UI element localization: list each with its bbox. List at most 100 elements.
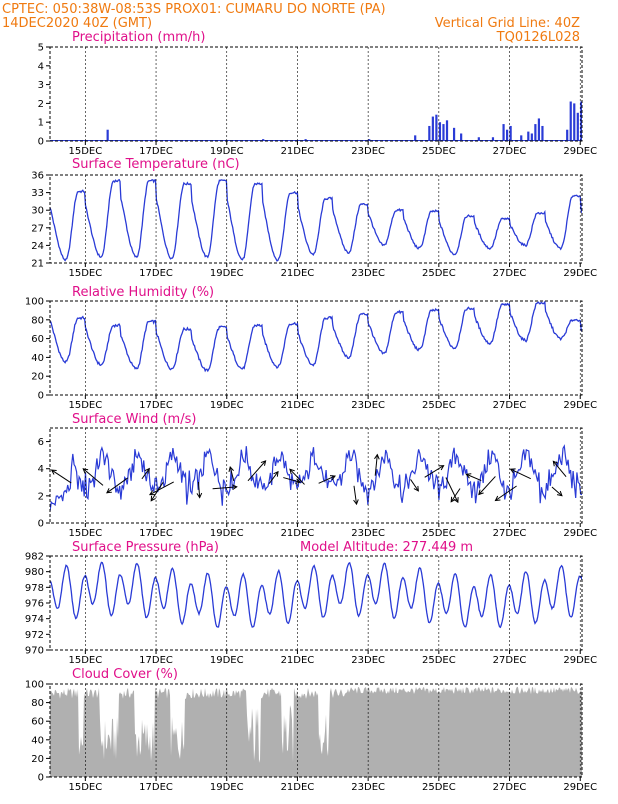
plot-precip [50,71,618,141]
precip-bar [442,124,444,141]
y-tick-label: 30 [31,206,44,217]
y-tick-label: 100 [25,680,44,691]
panel-pressure: Surface Pressure (hPa) Model Altitude: 27… [25,540,597,666]
precip-bar [506,130,508,141]
panel-title-pressure: Surface Pressure (hPa) [72,540,219,555]
series-line-temp [50,180,582,261]
precip-bar [601,128,603,141]
header-grid-line: Vertical Grid Line: 40Z [435,16,580,31]
y-tick-label: 0 [38,391,44,402]
panel-title-wind: Surface Wind (m/s) [72,412,196,427]
y-tick-label: 33 [31,188,44,199]
precip-bar [527,132,529,141]
x-tick-label: 29DEC [563,782,597,793]
x-tick-label: 19DEC [210,528,244,539]
x-tick-label: 15DEC [68,146,102,157]
y-tick-label: 40 [31,735,44,746]
x-tick-label: 21DEC [281,782,315,793]
y-tick-label: 6 [38,437,44,448]
y-tick-label: 974 [25,614,44,625]
wind-arrow-head [599,504,604,508]
panel-title-cloud: Cloud Cover (%) [72,667,178,682]
precip-bar [460,133,462,141]
y-tick-label: 0 [38,137,44,148]
precip-bar [584,126,586,141]
x-tick-label: 25DEC [422,782,456,793]
x-tick-label: 17DEC [139,528,173,539]
precip-bar [502,124,504,141]
y-tick-label: 978 [25,583,44,594]
y-tick-label: 60 [31,334,44,345]
x-tick-label: 25DEC [422,400,456,411]
panel-title-temp: Surface Temperature (nC) [72,157,240,172]
x-tick-label: 21DEC [281,146,315,157]
x-tick-label: 15DEC [68,655,102,666]
precip-bar [453,128,455,141]
x-tick-label: 29DEC [563,146,597,157]
y-tick-label: 2 [38,491,44,502]
plot-cloud [50,687,582,777]
precip-bar [609,96,611,141]
x-tick-label: 29DEC [563,655,597,666]
x-tick-label: 21DEC [281,528,315,539]
x-tick-label: 19DEC [210,655,244,666]
y-tick-label: 2 [38,99,44,110]
precip-bar [616,98,618,141]
panel-frame [50,47,582,141]
y-tick-label: 4 [38,61,44,72]
x-tick-label: 21DEC [281,655,315,666]
x-tick-label: 25DEC [422,146,456,157]
wind-arrow [587,481,611,487]
y-tick-label: 27 [31,223,44,234]
wind-arrow [52,470,72,483]
x-tick-label: 23DEC [351,655,385,666]
x-tick-label: 17DEC [139,146,173,157]
x-tick-label: 27DEC [493,268,527,279]
y-tick-label: 0 [38,773,44,784]
y-tick-label: 20 [31,754,44,765]
plot-rh [50,302,582,371]
x-tick-label: 15DEC [68,268,102,279]
precip-bar [577,113,579,141]
y-tick-label: 21 [31,259,44,270]
x-tick-label: 29DEC [563,528,597,539]
panel-subtitle-pressure: Model Altitude: 277.449 m [300,540,473,555]
precip-bar [435,115,437,141]
precip-bar [531,133,533,141]
precip-bar [432,117,434,141]
y-tick-label: 3 [38,80,44,91]
series-line-rh [50,302,582,371]
series-line-pressure [50,562,582,627]
precip-bar [446,120,448,141]
x-tick-label: 21DEC [281,268,315,279]
x-tick-label: 29DEC [563,400,597,411]
precip-bar [439,122,441,141]
y-tick-label: 976 [25,599,44,610]
precip-bar [541,126,543,141]
precip-bar [605,107,607,141]
panel-frame [50,428,582,523]
y-tick-label: 24 [31,241,44,252]
x-tick-label: 15DEC [68,782,102,793]
x-tick-label: 17DEC [139,400,173,411]
panel-title-precip: Precipitation (mm/h) [72,30,205,45]
y-tick-label: 80 [31,315,44,326]
plot-temp [50,180,582,261]
x-tick-label: 21DEC [281,400,315,411]
panel-frame [50,301,582,395]
precip-bar [107,130,109,141]
precip-bar [566,130,568,141]
y-tick-label: 36 [31,171,44,182]
x-tick-label: 25DEC [422,655,456,666]
wind-arrow [495,486,516,501]
x-tick-label: 27DEC [493,782,527,793]
y-tick-label: 1 [38,118,44,129]
y-tick-label: 80 [31,698,44,709]
x-tick-label: 25DEC [422,268,456,279]
x-tick-label: 23DEC [351,400,385,411]
